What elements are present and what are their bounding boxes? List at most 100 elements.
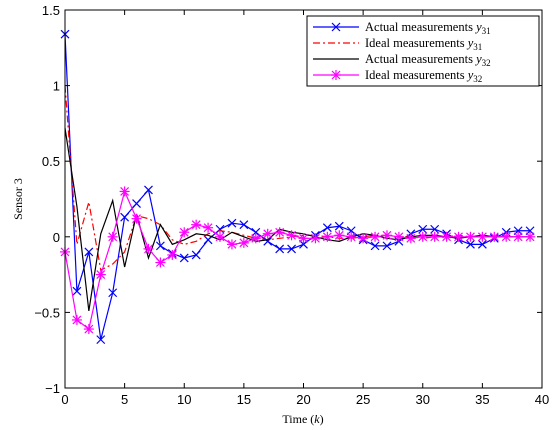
data-point xyxy=(334,221,344,231)
data-point xyxy=(215,231,226,242)
data-point xyxy=(322,231,333,242)
data-point xyxy=(215,224,225,234)
data-point xyxy=(429,231,440,242)
data-point xyxy=(370,241,380,251)
x-tick-label: 5 xyxy=(121,392,128,407)
data-point xyxy=(418,224,428,234)
data-point xyxy=(489,231,500,242)
data-point xyxy=(191,250,201,260)
data-point xyxy=(83,324,94,335)
data-point xyxy=(465,231,476,242)
legend-label-text: Actual measurements xyxy=(365,20,476,34)
data-point xyxy=(238,237,249,248)
data-point xyxy=(370,231,381,242)
data-point xyxy=(466,239,475,249)
data-point xyxy=(310,233,321,244)
x-tick-label: 25 xyxy=(356,392,370,407)
legend-label-subscript: 31 xyxy=(473,42,482,52)
legend-label: Ideal measurements y31 xyxy=(365,36,482,52)
data-point xyxy=(525,231,536,242)
data-point xyxy=(203,222,214,233)
x-tick-label: 10 xyxy=(177,392,191,407)
data-point xyxy=(72,286,82,296)
data-point xyxy=(513,231,524,242)
y-axis-title: Sensor 3 xyxy=(11,178,25,220)
data-point xyxy=(179,253,189,263)
data-point xyxy=(96,335,106,345)
data-point xyxy=(331,22,341,32)
data-point xyxy=(131,213,142,224)
legend-label-text: Actual measurements xyxy=(365,52,476,66)
x-tick-label: 0 xyxy=(61,392,68,407)
y-tick-label: 1 xyxy=(53,79,60,94)
legend-box xyxy=(306,15,540,87)
data-point xyxy=(286,230,297,241)
data-point xyxy=(120,212,130,222)
data-point xyxy=(191,219,202,230)
data-point xyxy=(346,231,357,242)
legend-label-text: Ideal measurements xyxy=(365,36,468,50)
legend-label-subscript: 32 xyxy=(482,58,491,68)
data-point xyxy=(262,228,273,239)
data-point xyxy=(441,231,452,242)
legend-label-var: y xyxy=(474,52,482,66)
data-point xyxy=(144,185,153,195)
data-point xyxy=(405,233,416,244)
data-point xyxy=(239,220,249,230)
y-tick-label: −1 xyxy=(45,381,60,396)
data-point xyxy=(501,231,512,242)
data-point xyxy=(275,244,285,254)
series-layer xyxy=(60,29,536,345)
legend-label-subscript: 31 xyxy=(482,26,491,36)
legend-label-var: y xyxy=(474,20,482,34)
series-line-3 xyxy=(64,127,531,311)
x-tick-label: 20 xyxy=(296,392,310,407)
data-point xyxy=(167,249,178,260)
data-point xyxy=(382,241,392,251)
data-point xyxy=(322,223,332,233)
data-point xyxy=(298,233,309,244)
legend-label-var: y xyxy=(466,36,474,50)
data-point xyxy=(227,218,237,228)
data-point xyxy=(95,269,106,280)
data-point xyxy=(263,236,273,246)
data-point xyxy=(143,243,154,254)
data-point xyxy=(132,199,141,208)
data-point xyxy=(331,70,341,80)
legend-label: Actual measurements y32 xyxy=(365,52,491,68)
y-tick-label: 0.5 xyxy=(42,154,60,169)
data-point xyxy=(417,231,428,242)
x-tick-label: 15 xyxy=(237,392,251,407)
data-point xyxy=(179,227,190,238)
data-point xyxy=(430,224,440,234)
data-point xyxy=(358,233,369,244)
y-tick-label: −0.5 xyxy=(34,305,60,320)
data-point xyxy=(381,230,392,241)
x-tick-label: 40 xyxy=(535,392,549,407)
tick-layer: 0 5 10 15 20 25 30 35 40 −1 −0.5 0 0.5 1 1.5 xyxy=(34,3,549,407)
x-tick-label: 30 xyxy=(416,392,430,407)
x-tick-label: 35 xyxy=(475,392,489,407)
data-point xyxy=(274,227,285,238)
data-point xyxy=(203,235,213,245)
data-point xyxy=(334,230,345,241)
data-point xyxy=(477,239,487,249)
legend-label-text: Ideal measurements xyxy=(365,68,468,82)
data-point xyxy=(287,244,296,254)
data-point xyxy=(108,288,118,298)
data-point xyxy=(155,257,166,268)
data-point xyxy=(453,231,464,242)
data-point xyxy=(107,231,118,242)
legend-label: Actual measurements y31 xyxy=(365,20,491,36)
data-point xyxy=(155,241,165,251)
data-point xyxy=(393,231,404,242)
legend-label-subscript: 32 xyxy=(473,74,482,84)
legend-label: Ideal measurements y32 xyxy=(365,68,482,84)
data-point xyxy=(226,239,237,250)
series-line-4 xyxy=(64,189,531,331)
y-tick-label: 1.5 xyxy=(42,3,60,18)
legend-label-var: y xyxy=(466,68,474,82)
x-axis-title: Time (k) xyxy=(282,412,323,426)
